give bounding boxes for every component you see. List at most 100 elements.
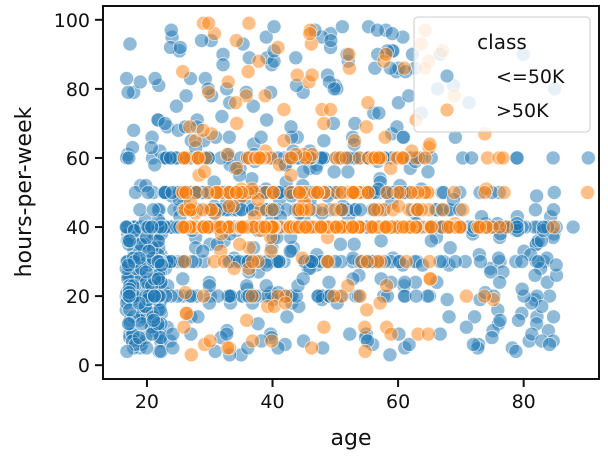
point-le50k bbox=[548, 257, 564, 273]
point-gt50k bbox=[310, 185, 326, 200]
point-le50k bbox=[391, 95, 406, 111]
point-gt50k bbox=[270, 40, 286, 55]
point-gt50k bbox=[232, 236, 248, 252]
point-le50k bbox=[122, 233, 138, 249]
point-le50k bbox=[258, 29, 274, 45]
point-gt50k bbox=[201, 84, 217, 100]
point-gt50k bbox=[176, 319, 192, 335]
point-gt50k bbox=[228, 33, 244, 48]
point-gt50k bbox=[395, 219, 411, 235]
point-gt50k bbox=[316, 319, 332, 335]
x-tick-label: 80 bbox=[512, 391, 536, 413]
point-le50k bbox=[408, 288, 424, 304]
point-le50k bbox=[546, 202, 561, 218]
point-gt50k bbox=[359, 302, 375, 318]
point-gt50k bbox=[546, 219, 561, 235]
point-gt50k bbox=[257, 88, 273, 104]
point-gt50k bbox=[383, 326, 399, 342]
point-gt50k bbox=[229, 116, 245, 131]
point-gt50k bbox=[495, 150, 511, 166]
point-le50k bbox=[288, 50, 304, 66]
point-gt50k bbox=[379, 278, 395, 294]
legend-box bbox=[413, 16, 591, 133]
point-le50k bbox=[545, 150, 561, 166]
point-gt50k bbox=[216, 254, 232, 269]
point-gt50k bbox=[378, 219, 394, 235]
point-gt50k bbox=[298, 219, 314, 235]
point-le50k bbox=[580, 150, 596, 166]
point-gt50k bbox=[341, 46, 357, 62]
point-le50k bbox=[175, 271, 191, 287]
point-le50k bbox=[143, 140, 159, 156]
point-le50k bbox=[223, 288, 238, 304]
point-le50k bbox=[253, 129, 269, 145]
point-le50k bbox=[245, 98, 261, 114]
point-gt50k bbox=[392, 185, 408, 200]
point-gt50k bbox=[345, 219, 361, 235]
point-gt50k bbox=[220, 74, 236, 90]
point-le50k bbox=[138, 264, 154, 280]
point-le50k bbox=[527, 267, 543, 283]
point-le50k bbox=[147, 71, 163, 86]
point-gt50k bbox=[417, 150, 433, 166]
point-le50k bbox=[484, 330, 500, 345]
point-le50k bbox=[120, 84, 136, 100]
legend-marker-le50k bbox=[439, 68, 455, 84]
point-le50k bbox=[163, 22, 179, 38]
x-tick-label: 40 bbox=[260, 391, 284, 413]
point-gt50k bbox=[302, 26, 318, 42]
point-le50k bbox=[146, 288, 162, 304]
point-le50k bbox=[342, 326, 358, 342]
point-gt50k bbox=[341, 60, 357, 76]
point-gt50k bbox=[345, 185, 361, 200]
point-gt50k bbox=[360, 185, 376, 200]
point-le50k bbox=[511, 312, 526, 328]
point-gt50k bbox=[220, 147, 235, 162]
point-gt50k bbox=[200, 185, 216, 200]
point-le50k bbox=[126, 122, 142, 138]
point-gt50k bbox=[177, 285, 193, 301]
point-le50k bbox=[150, 271, 166, 287]
point-gt50k bbox=[183, 347, 199, 363]
point-gt50k bbox=[477, 288, 492, 304]
point-gt50k bbox=[190, 150, 206, 166]
point-le50k bbox=[514, 281, 530, 297]
point-le50k bbox=[326, 164, 342, 180]
point-gt50k bbox=[292, 185, 307, 200]
point-le50k bbox=[439, 292, 455, 307]
point-gt50k bbox=[357, 319, 373, 335]
point-le50k bbox=[172, 40, 188, 55]
legend-label-gt50k: >50K bbox=[496, 100, 549, 122]
y-tick-label: 0 bbox=[78, 355, 90, 377]
y-tick-label: 100 bbox=[54, 10, 90, 32]
legend: class <=50K >50K bbox=[413, 16, 591, 133]
point-gt50k bbox=[264, 333, 280, 349]
point-le50k bbox=[491, 250, 506, 266]
point-gt50k bbox=[347, 133, 362, 149]
point-le50k bbox=[144, 219, 160, 235]
point-le50k bbox=[131, 250, 147, 266]
point-gt50k bbox=[492, 219, 508, 235]
point-gt50k bbox=[238, 88, 254, 104]
point-gt50k bbox=[408, 219, 424, 235]
point-gt50k bbox=[446, 185, 462, 200]
point-le50k bbox=[467, 309, 482, 325]
point-gt50k bbox=[383, 160, 399, 176]
point-le50k bbox=[139, 340, 154, 356]
x-tick-label: 20 bbox=[135, 391, 159, 413]
point-le50k bbox=[214, 109, 230, 124]
point-gt50k bbox=[182, 119, 198, 135]
point-gt50k bbox=[229, 160, 245, 176]
point-le50k bbox=[333, 236, 348, 252]
point-gt50k bbox=[244, 288, 260, 304]
x-tick-label: 60 bbox=[386, 391, 410, 413]
point-gt50k bbox=[477, 185, 493, 200]
y-axis-label: hours-per-week bbox=[12, 106, 37, 277]
point-le50k bbox=[369, 22, 385, 38]
point-le50k bbox=[442, 240, 458, 256]
point-gt50k bbox=[458, 288, 474, 304]
point-le50k bbox=[542, 337, 557, 352]
point-le50k bbox=[140, 185, 156, 200]
point-gt50k bbox=[358, 119, 374, 135]
point-le50k bbox=[483, 264, 499, 280]
